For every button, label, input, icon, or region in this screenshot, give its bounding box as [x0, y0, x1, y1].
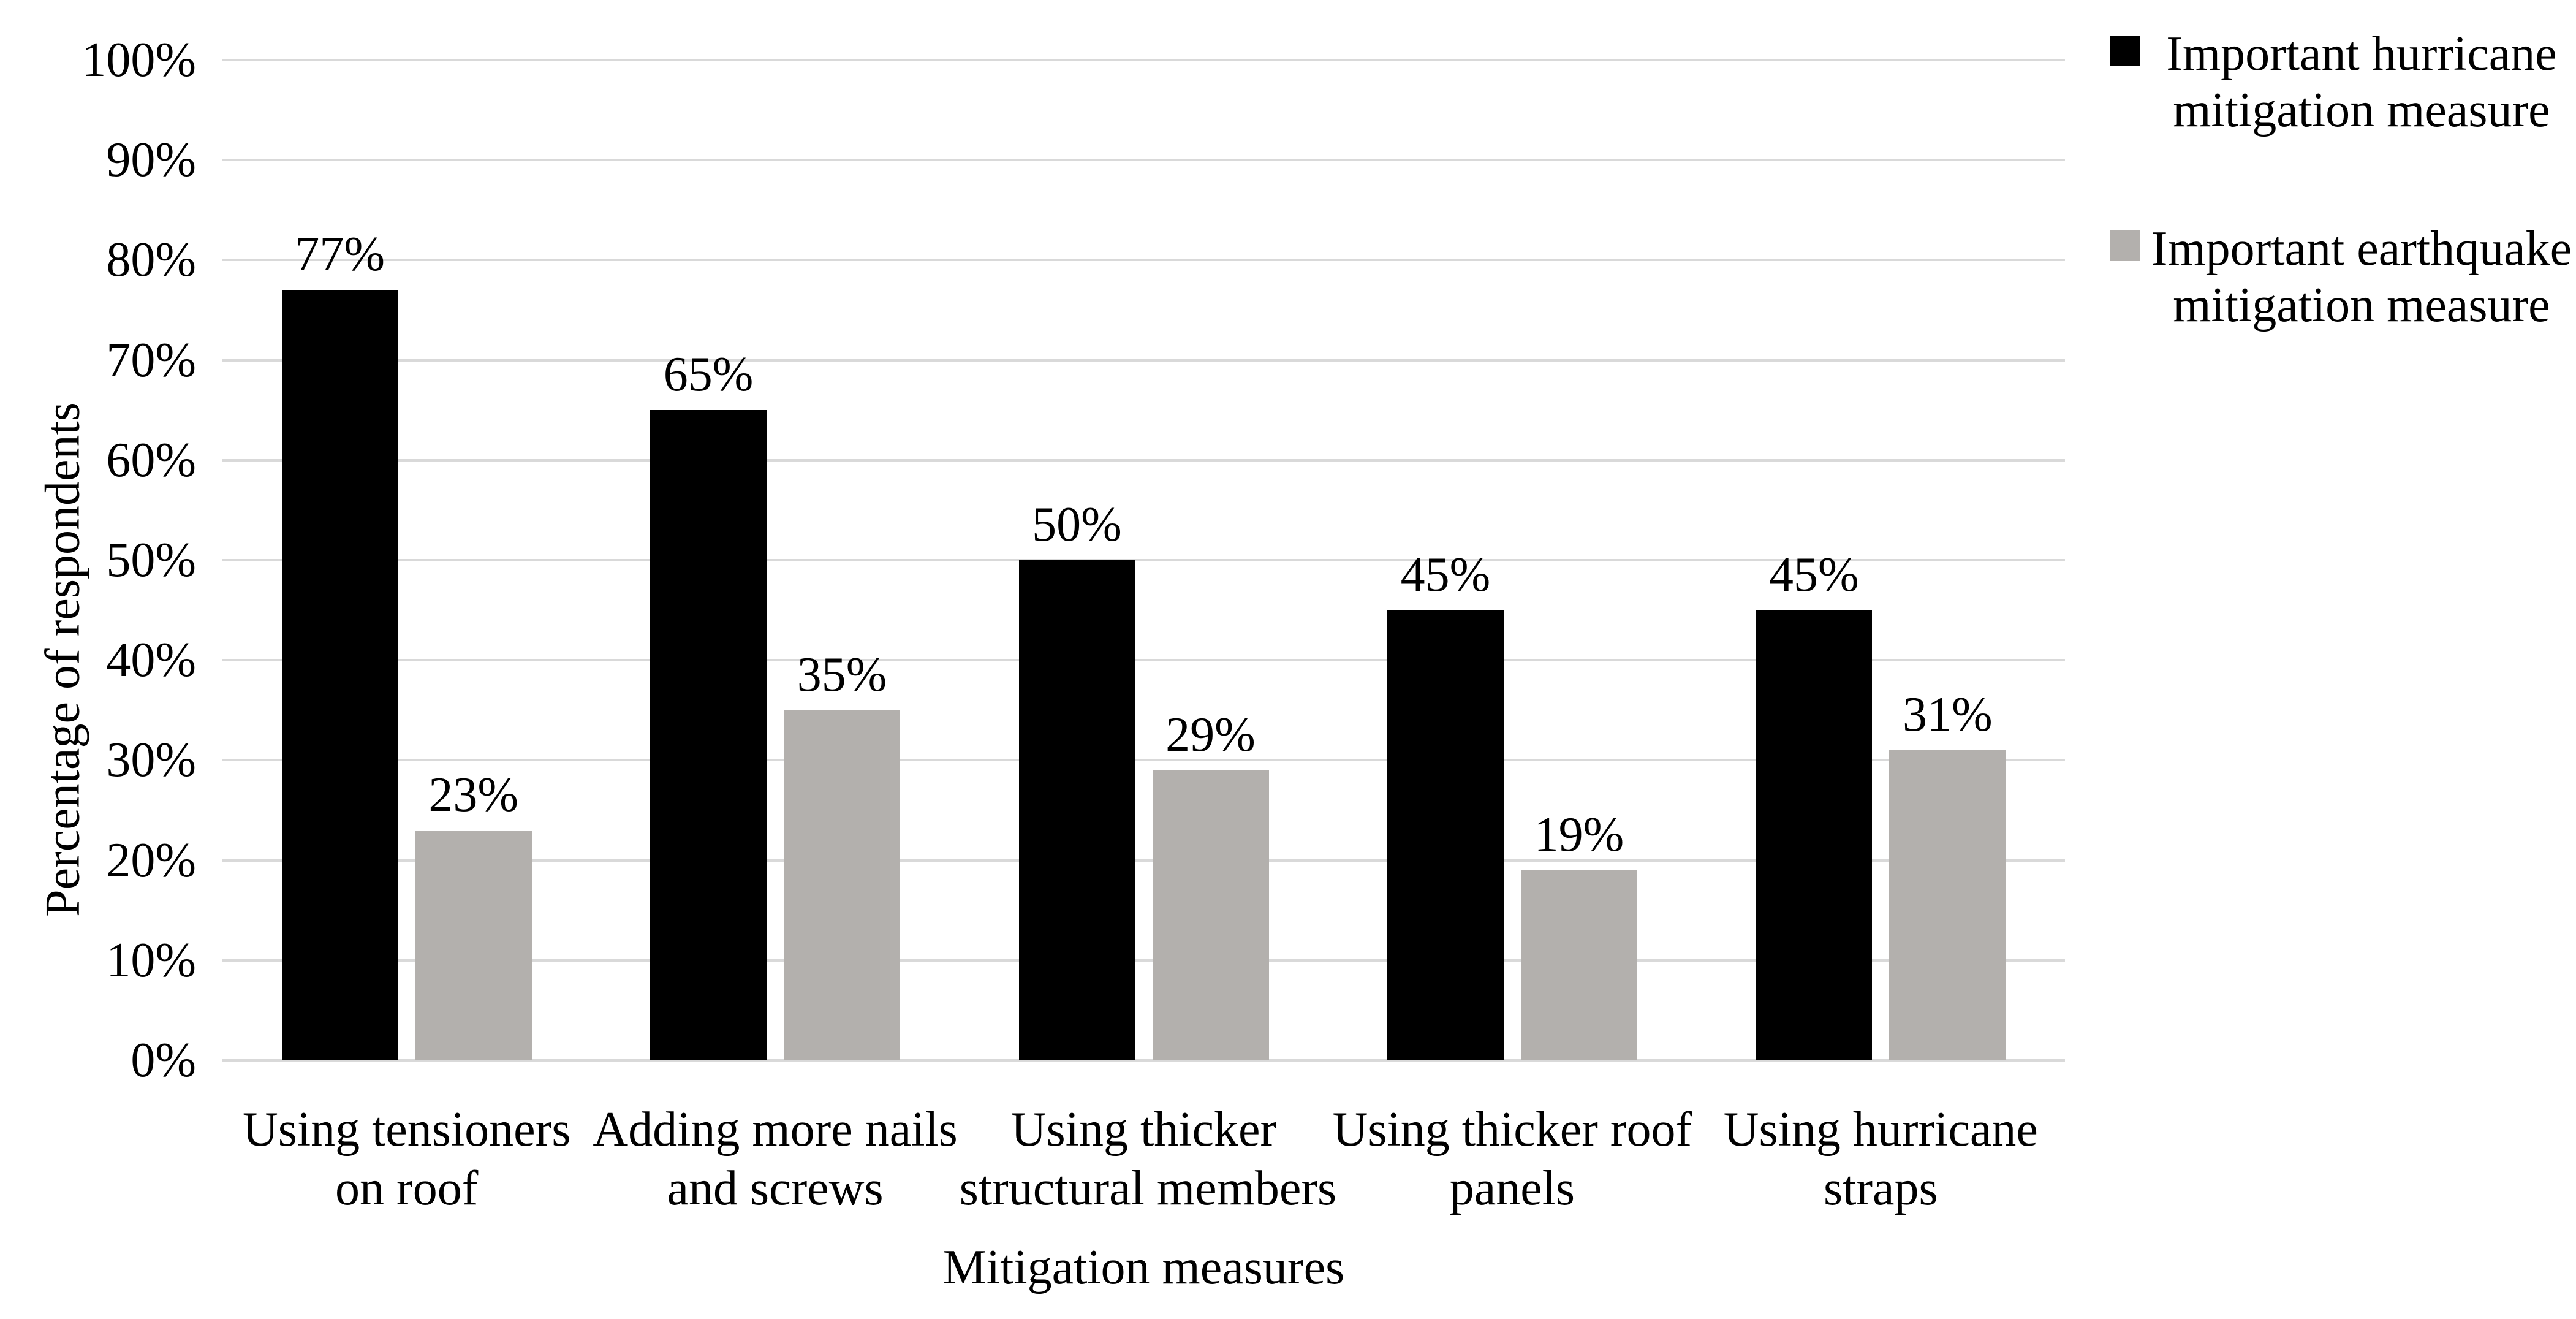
plot-area: 77% 65% 50% 45% 45% 23% 35% 29% 19% 31% — [222, 59, 2065, 1062]
y-tick-label: 0% — [131, 1033, 196, 1087]
category-label-5: Using hurricane straps — [1723, 1103, 2038, 1215]
gridline — [222, 259, 2065, 262]
y-tick-label: 50% — [106, 533, 196, 587]
bar-hurricane-4 — [1387, 610, 1504, 1060]
gridline — [222, 359, 2065, 362]
legend-swatch-earthquake — [2110, 230, 2140, 261]
bar-earthquake-5 — [1889, 750, 2006, 1060]
gridline — [222, 759, 2065, 762]
category-label-2: Adding more nails and screws — [593, 1103, 958, 1215]
bar-value-label-earthquake-3: 29% — [1165, 707, 1256, 762]
bar-hurricane-3 — [1018, 560, 1135, 1060]
y-tick-label: 90% — [106, 133, 196, 188]
legend-swatch-hurricane — [2110, 36, 2140, 66]
category-label-1: Using tensioners on roof — [242, 1103, 571, 1215]
bar-hurricane-5 — [1756, 610, 1873, 1060]
y-tick-label: 80% — [106, 233, 196, 287]
legend-label-earthquake: Important earthquake mitigation measure — [2151, 222, 2572, 332]
gridline — [222, 859, 2065, 862]
y-tick-label: 30% — [106, 733, 196, 788]
bar-earthquake-3 — [1152, 770, 1269, 1060]
bar-value-label-earthquake-5: 31% — [1902, 688, 1993, 742]
bar-earthquake-4 — [1520, 870, 1637, 1060]
legend-label-hurricane: Important hurricane mitigation measure — [2166, 27, 2557, 137]
gridline — [222, 559, 2065, 561]
y-tick-label: 40% — [106, 633, 196, 688]
legend-item-hurricane: Important hurricane mitigation measure — [2110, 26, 2575, 139]
y-tick-label: 60% — [106, 433, 196, 487]
bar-hurricane-1 — [281, 290, 398, 1060]
legend: Important hurricane mitigation measure Imp… — [2110, 26, 2575, 333]
legend-item-earthquake: Important earthquake mitigation measure — [2110, 221, 2575, 333]
bar-hurricane-2 — [650, 410, 767, 1060]
gridline — [222, 59, 2065, 61]
category-label-4: Using thicker roof panels — [1332, 1103, 1692, 1215]
bar-earthquake-1 — [415, 830, 532, 1060]
bar-value-label-hurricane-3: 50% — [1032, 498, 1122, 552]
bar-value-label-earthquake-2: 35% — [797, 647, 887, 702]
x-axis-title: Mitigation measures — [942, 1241, 1345, 1294]
y-tick-label: 10% — [106, 933, 196, 987]
y-tick-label: 100% — [81, 33, 196, 87]
y-tick-label: 20% — [106, 833, 196, 888]
bar-value-label-hurricane-1: 77% — [295, 227, 385, 282]
bar-value-label-hurricane-2: 65% — [663, 348, 754, 402]
bar-value-label-earthquake-4: 19% — [1534, 807, 1624, 862]
gridline — [222, 159, 2065, 162]
y-tick-label: 70% — [106, 333, 196, 387]
bar-value-label-hurricane-5: 45% — [1768, 547, 1859, 602]
bar-value-label-earthquake-1: 23% — [428, 767, 518, 822]
gridline — [222, 1059, 2065, 1062]
gridline — [222, 458, 2065, 462]
gridline — [222, 959, 2065, 962]
gridline — [222, 659, 2065, 662]
bar-value-label-hurricane-4: 45% — [1400, 547, 1491, 602]
bar-earthquake-2 — [784, 710, 901, 1060]
category-label-3: Using thicker structural members — [959, 1103, 1337, 1215]
